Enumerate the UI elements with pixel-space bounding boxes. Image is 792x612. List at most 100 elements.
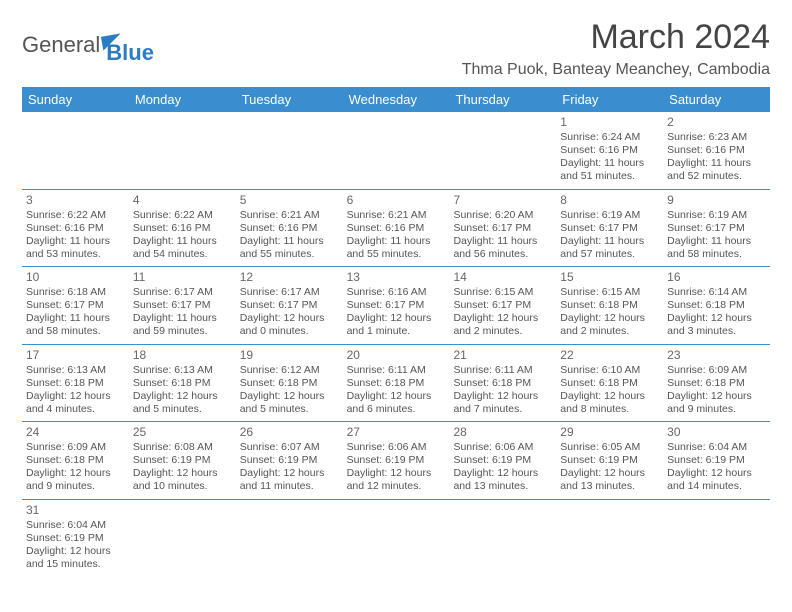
daylight-text: Daylight: 11 hours and 58 minutes. <box>26 312 125 338</box>
day-number: 21 <box>453 348 552 363</box>
daylight-text: Daylight: 11 hours and 54 minutes. <box>133 235 232 261</box>
sunrise-text: Sunrise: 6:19 AM <box>560 209 659 222</box>
day-cell: 23Sunrise: 6:09 AMSunset: 6:18 PMDayligh… <box>663 345 770 422</box>
day-number: 11 <box>133 270 232 285</box>
sunrise-text: Sunrise: 6:09 AM <box>667 364 766 377</box>
day-cell: 15Sunrise: 6:15 AMSunset: 6:18 PMDayligh… <box>556 267 663 344</box>
sunset-text: Sunset: 6:19 PM <box>667 454 766 467</box>
sunset-text: Sunset: 6:19 PM <box>560 454 659 467</box>
day-cell: 16Sunrise: 6:14 AMSunset: 6:18 PMDayligh… <box>663 267 770 344</box>
sunrise-text: Sunrise: 6:06 AM <box>347 441 446 454</box>
sunset-text: Sunset: 6:19 PM <box>240 454 339 467</box>
day-cell: 24Sunrise: 6:09 AMSunset: 6:18 PMDayligh… <box>22 422 129 499</box>
sunset-text: Sunset: 6:18 PM <box>667 377 766 390</box>
daylight-text: Daylight: 12 hours and 10 minutes. <box>133 467 232 493</box>
day-cell: 31Sunrise: 6:04 AMSunset: 6:19 PMDayligh… <box>22 500 129 577</box>
daylight-text: Daylight: 11 hours and 55 minutes. <box>347 235 446 261</box>
sunset-text: Sunset: 6:19 PM <box>347 454 446 467</box>
day-number: 14 <box>453 270 552 285</box>
sunset-text: Sunset: 6:18 PM <box>453 377 552 390</box>
day-number: 28 <box>453 425 552 440</box>
daylight-text: Daylight: 11 hours and 55 minutes. <box>240 235 339 261</box>
sunset-text: Sunset: 6:16 PM <box>26 222 125 235</box>
sunrise-text: Sunrise: 6:14 AM <box>667 286 766 299</box>
day-number: 18 <box>133 348 232 363</box>
daylight-text: Daylight: 12 hours and 5 minutes. <box>133 390 232 416</box>
sunrise-text: Sunrise: 6:06 AM <box>453 441 552 454</box>
day-cell: 11Sunrise: 6:17 AMSunset: 6:17 PMDayligh… <box>129 267 236 344</box>
day-number: 12 <box>240 270 339 285</box>
calendar-row: 31Sunrise: 6:04 AMSunset: 6:19 PMDayligh… <box>22 500 770 577</box>
day-number: 4 <box>133 193 232 208</box>
sunset-text: Sunset: 6:16 PM <box>240 222 339 235</box>
day-cell: 29Sunrise: 6:05 AMSunset: 6:19 PMDayligh… <box>556 422 663 499</box>
sunset-text: Sunset: 6:17 PM <box>26 299 125 312</box>
day-cell: 13Sunrise: 6:16 AMSunset: 6:17 PMDayligh… <box>343 267 450 344</box>
daylight-text: Daylight: 12 hours and 9 minutes. <box>26 467 125 493</box>
empty-cell <box>236 500 343 577</box>
daylight-text: Daylight: 11 hours and 53 minutes. <box>26 235 125 261</box>
sunset-text: Sunset: 6:18 PM <box>240 377 339 390</box>
sunrise-text: Sunrise: 6:15 AM <box>453 286 552 299</box>
daylight-text: Daylight: 12 hours and 12 minutes. <box>347 467 446 493</box>
sunset-text: Sunset: 6:18 PM <box>26 454 125 467</box>
day-cell: 19Sunrise: 6:12 AMSunset: 6:18 PMDayligh… <box>236 345 343 422</box>
weekday-sun: Sunday <box>22 87 129 112</box>
empty-cell <box>129 500 236 577</box>
day-number: 5 <box>240 193 339 208</box>
daylight-text: Daylight: 11 hours and 57 minutes. <box>560 235 659 261</box>
daylight-text: Daylight: 12 hours and 3 minutes. <box>667 312 766 338</box>
sunset-text: Sunset: 6:16 PM <box>667 144 766 157</box>
daylight-text: Daylight: 12 hours and 0 minutes. <box>240 312 339 338</box>
sunrise-text: Sunrise: 6:19 AM <box>667 209 766 222</box>
calendar-row: 24Sunrise: 6:09 AMSunset: 6:18 PMDayligh… <box>22 422 770 500</box>
weekday-fri: Friday <box>556 87 663 112</box>
daylight-text: Daylight: 12 hours and 11 minutes. <box>240 467 339 493</box>
calendar-row: 17Sunrise: 6:13 AMSunset: 6:18 PMDayligh… <box>22 345 770 423</box>
weekday-mon: Monday <box>129 87 236 112</box>
sunset-text: Sunset: 6:19 PM <box>133 454 232 467</box>
sunrise-text: Sunrise: 6:22 AM <box>26 209 125 222</box>
sunrise-text: Sunrise: 6:22 AM <box>133 209 232 222</box>
day-number: 30 <box>667 425 766 440</box>
day-number: 16 <box>667 270 766 285</box>
day-cell: 8Sunrise: 6:19 AMSunset: 6:17 PMDaylight… <box>556 190 663 267</box>
sunset-text: Sunset: 6:16 PM <box>347 222 446 235</box>
sunrise-text: Sunrise: 6:20 AM <box>453 209 552 222</box>
calendar-row: 10Sunrise: 6:18 AMSunset: 6:17 PMDayligh… <box>22 267 770 345</box>
day-number: 31 <box>26 503 125 518</box>
empty-cell <box>343 500 450 577</box>
day-number: 26 <box>240 425 339 440</box>
empty-cell <box>663 500 770 577</box>
sunset-text: Sunset: 6:17 PM <box>347 299 446 312</box>
logo-text-general: General <box>22 32 100 58</box>
day-number: 13 <box>347 270 446 285</box>
day-cell: 4Sunrise: 6:22 AMSunset: 6:16 PMDaylight… <box>129 190 236 267</box>
daylight-text: Daylight: 11 hours and 56 minutes. <box>453 235 552 261</box>
day-number: 1 <box>560 115 659 130</box>
sunrise-text: Sunrise: 6:17 AM <box>240 286 339 299</box>
sunrise-text: Sunrise: 6:15 AM <box>560 286 659 299</box>
header-row: General Blue March 2024 Thma Puok, Bante… <box>22 18 770 79</box>
day-number: 20 <box>347 348 446 363</box>
day-number: 17 <box>26 348 125 363</box>
daylight-text: Daylight: 11 hours and 59 minutes. <box>133 312 232 338</box>
weekday-tue: Tuesday <box>236 87 343 112</box>
sunset-text: Sunset: 6:18 PM <box>560 377 659 390</box>
sunset-text: Sunset: 6:17 PM <box>240 299 339 312</box>
page-title: March 2024 <box>462 18 770 57</box>
sunrise-text: Sunrise: 6:17 AM <box>133 286 232 299</box>
day-number: 6 <box>347 193 446 208</box>
empty-cell <box>449 112 556 189</box>
empty-cell <box>343 112 450 189</box>
sunrise-text: Sunrise: 6:07 AM <box>240 441 339 454</box>
weekday-sat: Saturday <box>663 87 770 112</box>
daylight-text: Daylight: 12 hours and 9 minutes. <box>667 390 766 416</box>
sunrise-text: Sunrise: 6:04 AM <box>26 519 125 532</box>
sunrise-text: Sunrise: 6:18 AM <box>26 286 125 299</box>
day-number: 3 <box>26 193 125 208</box>
weekday-wed: Wednesday <box>343 87 450 112</box>
day-cell: 1Sunrise: 6:24 AMSunset: 6:16 PMDaylight… <box>556 112 663 189</box>
day-cell: 2Sunrise: 6:23 AMSunset: 6:16 PMDaylight… <box>663 112 770 189</box>
day-cell: 7Sunrise: 6:20 AMSunset: 6:17 PMDaylight… <box>449 190 556 267</box>
